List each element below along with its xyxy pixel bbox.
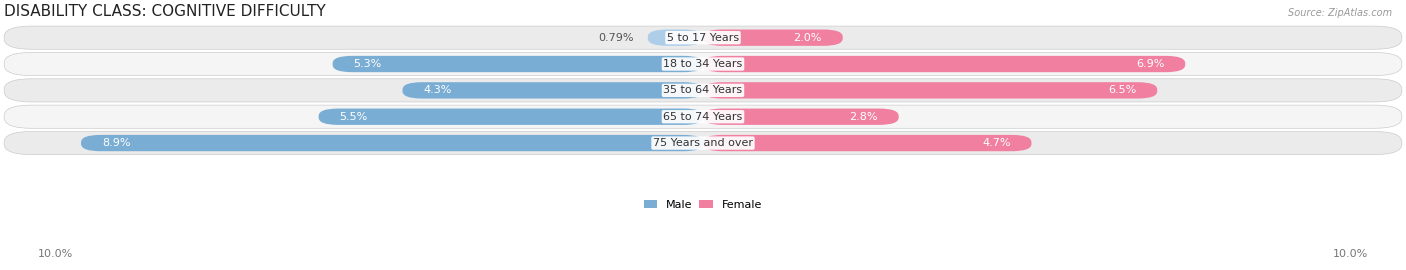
Text: 18 to 34 Years: 18 to 34 Years [664,59,742,69]
FancyBboxPatch shape [703,29,842,46]
Text: 4.7%: 4.7% [981,138,1011,148]
FancyBboxPatch shape [319,109,703,125]
FancyBboxPatch shape [4,52,1402,76]
FancyBboxPatch shape [703,82,1157,99]
FancyBboxPatch shape [703,135,1032,151]
FancyBboxPatch shape [333,56,703,72]
Text: 6.9%: 6.9% [1136,59,1164,69]
FancyBboxPatch shape [4,105,1402,128]
Text: 0.79%: 0.79% [599,33,634,43]
FancyBboxPatch shape [703,109,898,125]
FancyBboxPatch shape [4,26,1402,49]
Text: 5.5%: 5.5% [340,112,368,122]
Text: Source: ZipAtlas.com: Source: ZipAtlas.com [1288,8,1392,18]
Legend: Male, Female: Male, Female [644,200,762,210]
Text: 35 to 64 Years: 35 to 64 Years [664,85,742,95]
Text: 75 Years and over: 75 Years and over [652,138,754,148]
FancyBboxPatch shape [4,79,1402,102]
FancyBboxPatch shape [402,82,703,99]
FancyBboxPatch shape [703,56,1185,72]
Text: DISABILITY CLASS: COGNITIVE DIFFICULTY: DISABILITY CLASS: COGNITIVE DIFFICULTY [4,4,326,19]
FancyBboxPatch shape [648,29,703,46]
Text: 4.3%: 4.3% [423,85,451,95]
FancyBboxPatch shape [82,135,703,151]
Text: 8.9%: 8.9% [103,138,131,148]
Text: 10.0%: 10.0% [1333,249,1368,259]
Text: 10.0%: 10.0% [38,249,73,259]
Text: 5.3%: 5.3% [353,59,382,69]
Text: 2.0%: 2.0% [793,33,821,43]
Text: 2.8%: 2.8% [849,112,877,122]
Text: 5 to 17 Years: 5 to 17 Years [666,33,740,43]
Text: 65 to 74 Years: 65 to 74 Years [664,112,742,122]
Text: 6.5%: 6.5% [1108,85,1136,95]
FancyBboxPatch shape [4,131,1402,155]
